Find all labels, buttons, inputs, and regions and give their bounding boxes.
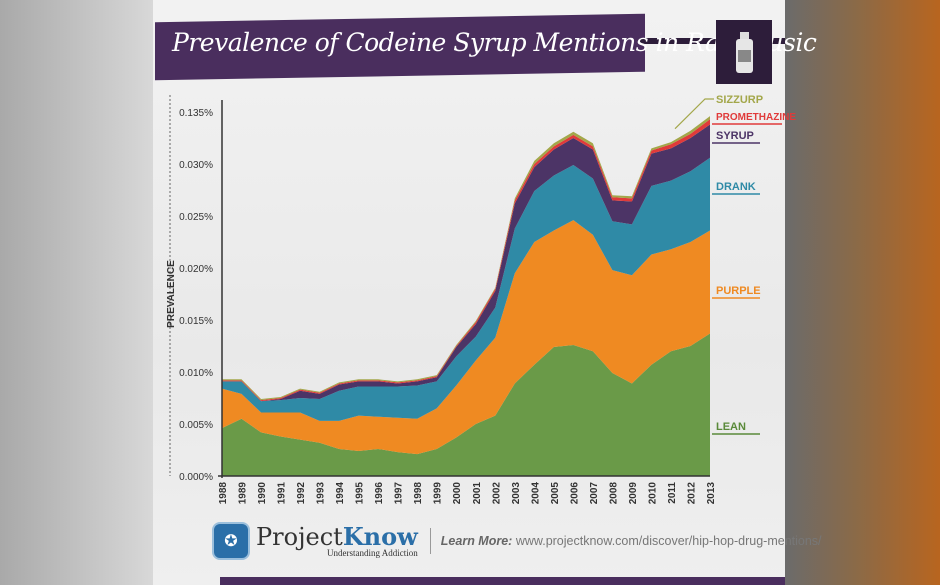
chart-title: Prevalence of Codeine Syrup Mentions in … [172,28,817,57]
projectknow-logo[interactable]: ProjectKnow Understanding Addiction [256,521,418,558]
x-tick-label: 1993 [316,482,327,505]
x-tick-label: 1991 [277,482,288,505]
brain-speech-bubble-icon: ✪ [212,522,250,560]
x-tick-label: 2012 [686,482,697,505]
y-tick-label: 0.000% [179,472,213,483]
y-tick-label: 0.005% [179,420,213,431]
logo-name-a: Project [256,522,343,551]
y-tick-label: 0.025% [179,212,213,223]
y-tick-label: 0.015% [179,316,213,327]
y-axis-label: PREVALENCE [166,260,177,328]
x-tick-label: 1995 [355,482,366,505]
y-tick-label: 0.135% [179,108,213,119]
x-tick-label: 1989 [238,482,249,505]
x-tick-label: 1996 [374,482,385,505]
area-promethazine [222,119,710,402]
learn-more-label: Learn More: [440,534,513,548]
legend-label-drank: DRANK [716,181,756,193]
x-tick-label: 2002 [491,482,502,505]
legend-label-purple: PURPLE [716,285,761,297]
y-tick-label: 0.030% [179,160,213,171]
x-tick-label: 2003 [511,482,522,505]
legend-leader-sizzurp [674,98,714,130]
bottom-strip [220,577,785,585]
x-tick-label: 1998 [413,482,424,505]
banner-line [640,38,785,44]
x-tick-label: 1999 [433,482,444,505]
area-lean [222,333,710,476]
logo-tagline: Understanding Addiction [327,547,418,558]
bottle-badge [716,20,772,84]
area-drank [222,157,710,421]
x-tick-label: 1990 [257,482,268,505]
legend-label-promethazine: PROMETHAZINE [716,112,796,123]
x-tick-label: 1997 [394,482,405,505]
legend-label-lean: LEAN [716,421,746,433]
x-tick-label: 2004 [530,482,541,505]
x-tick-label: 1992 [296,482,307,505]
y-tick-label: 0.020% [179,264,213,275]
x-tick-label: 2013 [706,482,717,505]
area-purple [222,220,710,455]
x-tick-label: 2009 [628,482,639,505]
x-tick-label: 2011 [667,482,678,504]
legend-label-sizzurp: SIZZURP [716,94,763,106]
footer: ✪ ProjectKnow Understanding Addiction Le… [212,520,822,562]
x-tick-label: 2001 [472,482,483,505]
x-tick-label: 2010 [647,482,658,505]
x-tick-label: 1988 [218,482,229,505]
x-tick-label: 2000 [452,482,463,505]
legend-label-syrup: SYRUP [716,130,754,142]
x-tick-label: 2006 [569,482,580,505]
footer-divider [429,528,431,554]
area-syrup [222,124,710,402]
background-right [785,0,940,585]
x-tick-label: 2005 [550,482,561,505]
learn-more-link[interactable]: www.projectknow.com/discover/hip-hop-dru… [515,534,822,548]
x-tick-label: 2007 [589,482,600,505]
background-left [0,0,153,585]
x-tick-label: 2008 [608,482,619,505]
x-tick-label: 1994 [335,482,346,505]
logo-name-b: Know [342,521,418,551]
syrup-bottle-icon [736,32,753,73]
y-tick-label: 0.010% [179,368,213,379]
